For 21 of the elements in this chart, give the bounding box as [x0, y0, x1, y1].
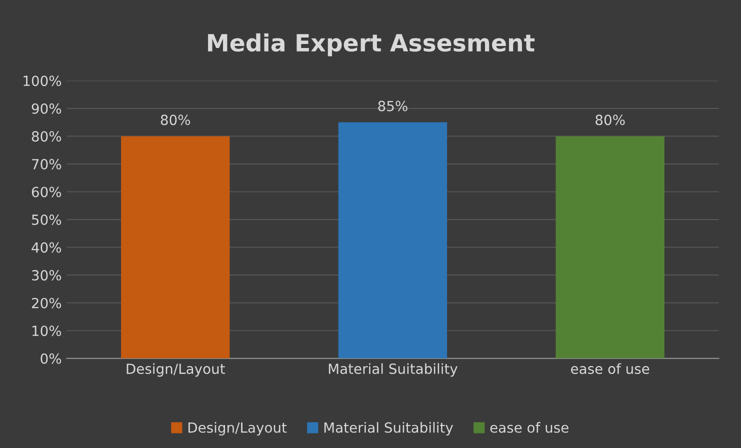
- chart-title: Media Expert Assesment: [208, 33, 535, 56]
- x-tick-label: Material Suitability: [328, 363, 458, 377]
- x-tick-label: Design/Layout: [126, 363, 225, 377]
- data-label: 85%: [378, 100, 408, 112]
- y-tick-label: 60%: [32, 186, 62, 198]
- y-tick-label: 50%: [32, 214, 62, 225]
- legend-label: Material Suitability: [324, 422, 453, 436]
- legend-label: Design/Layout: [188, 422, 287, 436]
- legend-label: ease of use: [490, 422, 568, 433]
- data-label: 80%: [596, 114, 625, 126]
- x-tick-label: ease of use: [571, 363, 650, 374]
- y-tick-label: 90%: [32, 103, 62, 114]
- y-tick-label: 20%: [32, 298, 62, 308]
- y-tick-label: 40%: [32, 242, 62, 253]
- y-tick-label: 0%: [40, 353, 62, 364]
- data-label: 80%: [160, 114, 190, 126]
- y-tick-label: 10%: [32, 326, 62, 336]
- y-tick-label: 80%: [32, 131, 62, 142]
- y-tick-label: 70%: [32, 158, 62, 170]
- y-tick-label: 30%: [32, 270, 62, 281]
- y-tick-label: 100%: [24, 76, 62, 86]
